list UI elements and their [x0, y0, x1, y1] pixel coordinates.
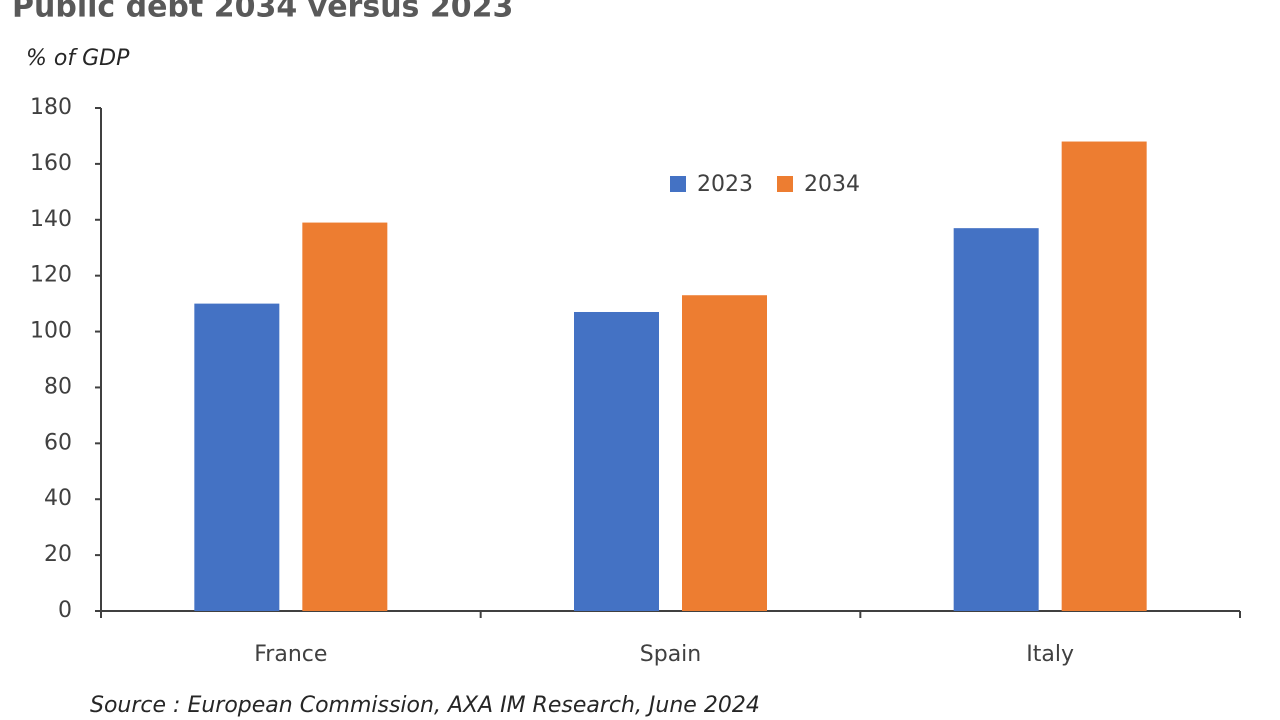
y-tick-label: 0	[58, 598, 72, 623]
y-tick-label: 80	[44, 374, 72, 399]
y-tick-label: 120	[30, 263, 72, 288]
x-tick-label: Italy	[1026, 642, 1074, 667]
y-tick-label: 40	[44, 486, 72, 511]
y-tick-label: 180	[30, 95, 72, 120]
x-tick-label: Spain	[640, 642, 701, 667]
legend-swatch	[777, 176, 793, 192]
y-tick-label: 100	[30, 319, 72, 344]
legend-swatch	[670, 176, 686, 192]
legend-label: 2023	[697, 172, 753, 197]
x-tick-label: France	[254, 642, 327, 667]
bar	[574, 311, 659, 611]
y-tick-label: 20	[44, 542, 72, 567]
bar	[682, 295, 767, 611]
y-tick-label: 160	[30, 151, 72, 176]
bar	[194, 303, 280, 611]
source-note: Source : European Commission, AXA IM Res…	[90, 693, 760, 718]
y-tick-label: 60	[44, 430, 72, 455]
chart-title: Public debt 2034 versus 2023	[12, 0, 513, 25]
y-axis-label: % of GDP	[26, 46, 130, 71]
legend-label: 2034	[804, 172, 860, 197]
bar	[1061, 141, 1147, 612]
bar	[953, 228, 1039, 611]
bar	[302, 222, 388, 612]
y-tick-label: 140	[30, 207, 72, 232]
